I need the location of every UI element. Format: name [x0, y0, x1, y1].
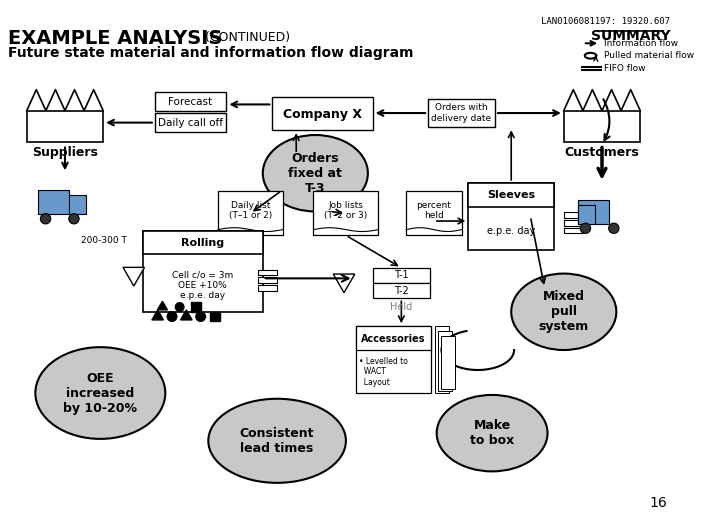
Bar: [258, 285, 277, 291]
Ellipse shape: [263, 135, 368, 212]
Bar: [578, 200, 609, 224]
Bar: [258, 270, 277, 276]
Text: Orders with
delivery date: Orders with delivery date: [431, 103, 491, 123]
Text: T-1: T-1: [394, 270, 409, 280]
Bar: [357, 326, 431, 350]
Circle shape: [175, 303, 184, 312]
Text: FIFO flow: FIFO flow: [604, 64, 645, 73]
Text: Make
to box: Make to box: [470, 419, 514, 447]
Text: Rolling: Rolling: [181, 238, 224, 248]
Text: 16: 16: [650, 496, 667, 509]
Bar: [27, 111, 103, 142]
Text: EXAMPLE ANALYSIS: EXAMPLE ANALYSIS: [8, 29, 222, 48]
Bar: [411, 277, 430, 283]
Bar: [273, 97, 373, 130]
Text: Forecast: Forecast: [168, 97, 213, 106]
Bar: [564, 220, 583, 226]
Ellipse shape: [437, 395, 548, 471]
Bar: [210, 312, 220, 321]
Bar: [155, 113, 227, 132]
Circle shape: [40, 214, 51, 224]
Ellipse shape: [35, 347, 165, 439]
Text: Sleeves: Sleeves: [487, 190, 535, 200]
Bar: [411, 285, 430, 291]
Bar: [468, 183, 554, 207]
Bar: [564, 213, 583, 218]
Text: Suppliers: Suppliers: [32, 147, 98, 159]
Bar: [357, 326, 431, 393]
Text: OEE
increased
by 10-20%: OEE increased by 10-20%: [64, 371, 138, 415]
Bar: [411, 270, 430, 276]
Bar: [191, 302, 201, 312]
Bar: [435, 326, 449, 393]
Text: SUMMARY: SUMMARY: [591, 29, 671, 43]
Text: Cell c/o = 3m
OEE +10%
e.p.e. day: Cell c/o = 3m OEE +10% e.p.e. day: [172, 270, 233, 300]
Text: Accessories: Accessories: [361, 334, 426, 343]
Text: Information flow: Information flow: [604, 39, 678, 48]
Circle shape: [196, 312, 205, 321]
Text: Daily list
(T–1 or 2): Daily list (T–1 or 2): [229, 201, 272, 220]
Bar: [218, 191, 283, 235]
Bar: [373, 268, 430, 283]
Text: Customers: Customers: [565, 147, 640, 159]
Bar: [373, 283, 430, 298]
Text: Company X: Company X: [282, 107, 361, 121]
Text: • Levelled to
  WACT
  Layout: • Levelled to WACT Layout: [359, 357, 408, 387]
Bar: [69, 195, 85, 214]
Text: Future state material and information flow diagram: Future state material and information fl…: [8, 46, 413, 60]
Text: T-2: T-2: [394, 286, 409, 296]
Text: Held: Held: [390, 302, 412, 312]
Circle shape: [609, 223, 619, 233]
Bar: [564, 111, 640, 142]
Text: Pulled material flow: Pulled material flow: [604, 51, 694, 60]
Text: Orders
fixed at
T-3: Orders fixed at T-3: [288, 152, 342, 195]
Text: Mixed
pull
system: Mixed pull system: [539, 290, 589, 333]
Bar: [468, 183, 554, 250]
Bar: [143, 231, 263, 312]
Circle shape: [580, 223, 591, 233]
Bar: [428, 99, 495, 127]
Text: Daily call off: Daily call off: [157, 117, 222, 127]
Bar: [578, 205, 595, 224]
Ellipse shape: [511, 273, 616, 350]
Circle shape: [68, 214, 79, 224]
Bar: [564, 227, 583, 233]
Text: percent
held: percent held: [417, 201, 451, 220]
Bar: [258, 277, 277, 283]
Bar: [438, 331, 452, 391]
Text: LAN0106081197: 19320.607: LAN0106081197: 19320.607: [541, 16, 670, 25]
Ellipse shape: [208, 399, 346, 483]
Text: e.p.e. day: e.p.e. day: [487, 225, 535, 235]
Bar: [155, 92, 227, 111]
Bar: [313, 191, 378, 235]
Bar: [143, 231, 263, 254]
Text: 200-300 T: 200-300 T: [81, 235, 127, 244]
Text: (CONTINUED): (CONTINUED): [201, 31, 289, 44]
Text: Job lists
(T–2 or 3): Job lists (T–2 or 3): [324, 201, 368, 220]
Bar: [38, 190, 69, 214]
Bar: [441, 336, 455, 389]
Bar: [406, 191, 462, 235]
Text: Consistent
lead times: Consistent lead times: [240, 427, 314, 455]
Circle shape: [167, 312, 176, 321]
